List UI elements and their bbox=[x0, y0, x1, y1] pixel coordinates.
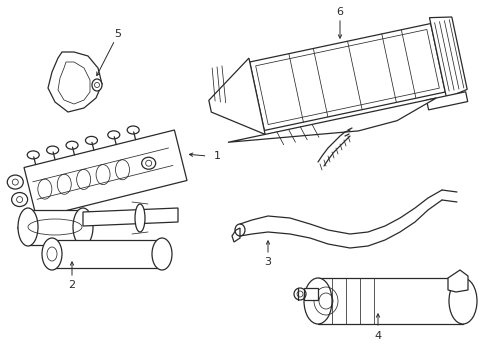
Ellipse shape bbox=[38, 179, 52, 199]
Ellipse shape bbox=[7, 175, 23, 189]
Ellipse shape bbox=[46, 146, 59, 154]
Polygon shape bbox=[304, 288, 317, 300]
Text: 3: 3 bbox=[264, 257, 271, 267]
Ellipse shape bbox=[12, 193, 27, 207]
Ellipse shape bbox=[107, 131, 120, 139]
Polygon shape bbox=[28, 210, 83, 245]
Text: 4: 4 bbox=[374, 331, 381, 341]
Polygon shape bbox=[208, 58, 264, 134]
Polygon shape bbox=[48, 52, 102, 112]
Ellipse shape bbox=[73, 208, 93, 246]
Ellipse shape bbox=[448, 278, 476, 324]
Ellipse shape bbox=[96, 165, 110, 185]
Ellipse shape bbox=[304, 278, 331, 324]
Polygon shape bbox=[426, 92, 467, 110]
Ellipse shape bbox=[85, 136, 97, 144]
Polygon shape bbox=[428, 17, 466, 98]
Ellipse shape bbox=[115, 160, 129, 180]
Polygon shape bbox=[447, 270, 467, 292]
Polygon shape bbox=[249, 23, 445, 130]
Ellipse shape bbox=[142, 157, 155, 169]
Text: 1: 1 bbox=[213, 151, 220, 161]
Ellipse shape bbox=[135, 204, 145, 232]
Text: 6: 6 bbox=[336, 7, 343, 17]
Polygon shape bbox=[83, 208, 178, 226]
Polygon shape bbox=[227, 98, 435, 142]
Polygon shape bbox=[52, 240, 162, 268]
Ellipse shape bbox=[27, 151, 39, 159]
Text: 2: 2 bbox=[68, 280, 76, 290]
Polygon shape bbox=[24, 130, 186, 218]
Ellipse shape bbox=[66, 141, 78, 149]
Ellipse shape bbox=[42, 238, 62, 270]
Ellipse shape bbox=[77, 170, 90, 189]
Polygon shape bbox=[18, 212, 28, 244]
Ellipse shape bbox=[18, 224, 26, 232]
Ellipse shape bbox=[152, 238, 172, 270]
Ellipse shape bbox=[127, 126, 139, 134]
Polygon shape bbox=[317, 278, 462, 324]
Ellipse shape bbox=[18, 208, 38, 246]
Ellipse shape bbox=[92, 79, 102, 91]
Text: 5: 5 bbox=[114, 29, 121, 39]
Ellipse shape bbox=[57, 174, 71, 194]
